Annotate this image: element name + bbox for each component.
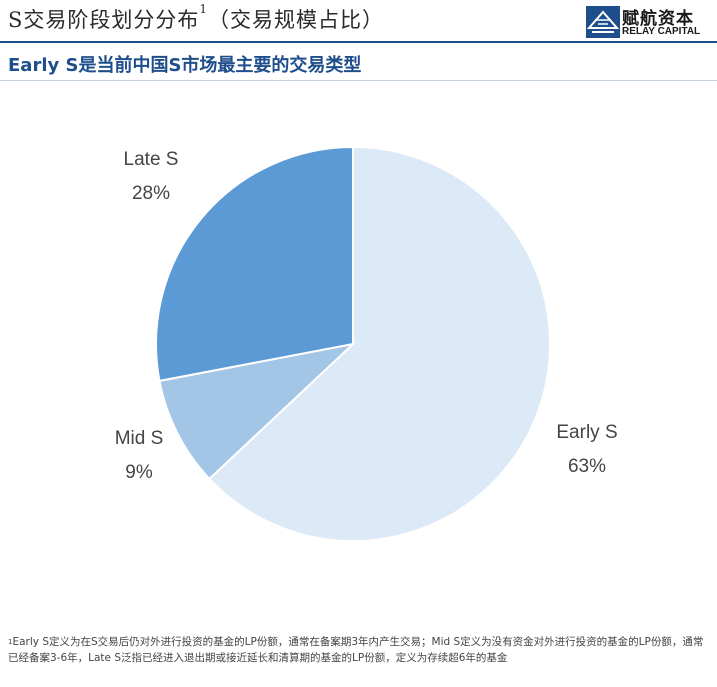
company-logo: 赋航资本 RELAY CAPITAL <box>586 4 714 40</box>
pie-slice-early-s <box>207 145 551 542</box>
page-title-text: S交易阶段划分分布 <box>8 8 200 32</box>
footnote-text: Early S定义为在S交易后仍对外进行投资的基金的LP份额，通常在备案期3年内… <box>8 636 704 664</box>
page-title-suffix: （交易规模占比） <box>208 8 385 32</box>
slice-percent-label: 63% <box>568 456 606 477</box>
pie-slice-late-s <box>155 145 354 383</box>
footnote: 1Early S定义为在S交易后仍对外进行投资的基金的LP份额，通常在备案期3年… <box>8 634 708 666</box>
subtitle-divider <box>0 80 717 81</box>
slice-name-label: Mid S <box>115 428 164 449</box>
slice-percent-label: 28% <box>132 183 170 204</box>
title-footnote-marker: 1 <box>199 2 209 16</box>
page-title: S交易阶段划分分布1（交易规模占比） <box>8 2 385 34</box>
slice-name-label: Late S <box>124 149 179 170</box>
relay-logo-icon <box>586 6 620 38</box>
chart-subtitle: Early S是当前中国S市场最主要的交易类型 <box>8 55 362 76</box>
header-divider <box>0 41 717 43</box>
logo-en-text: RELAY CAPITAL <box>622 26 701 37</box>
footnote-marker: 1 <box>8 638 13 646</box>
slice-percent-label: 9% <box>125 462 153 483</box>
pie-slice-mid-s <box>158 342 357 481</box>
logo-cn-text: 赋航资本 <box>622 9 694 29</box>
slice-name-label: Early S <box>556 422 617 443</box>
